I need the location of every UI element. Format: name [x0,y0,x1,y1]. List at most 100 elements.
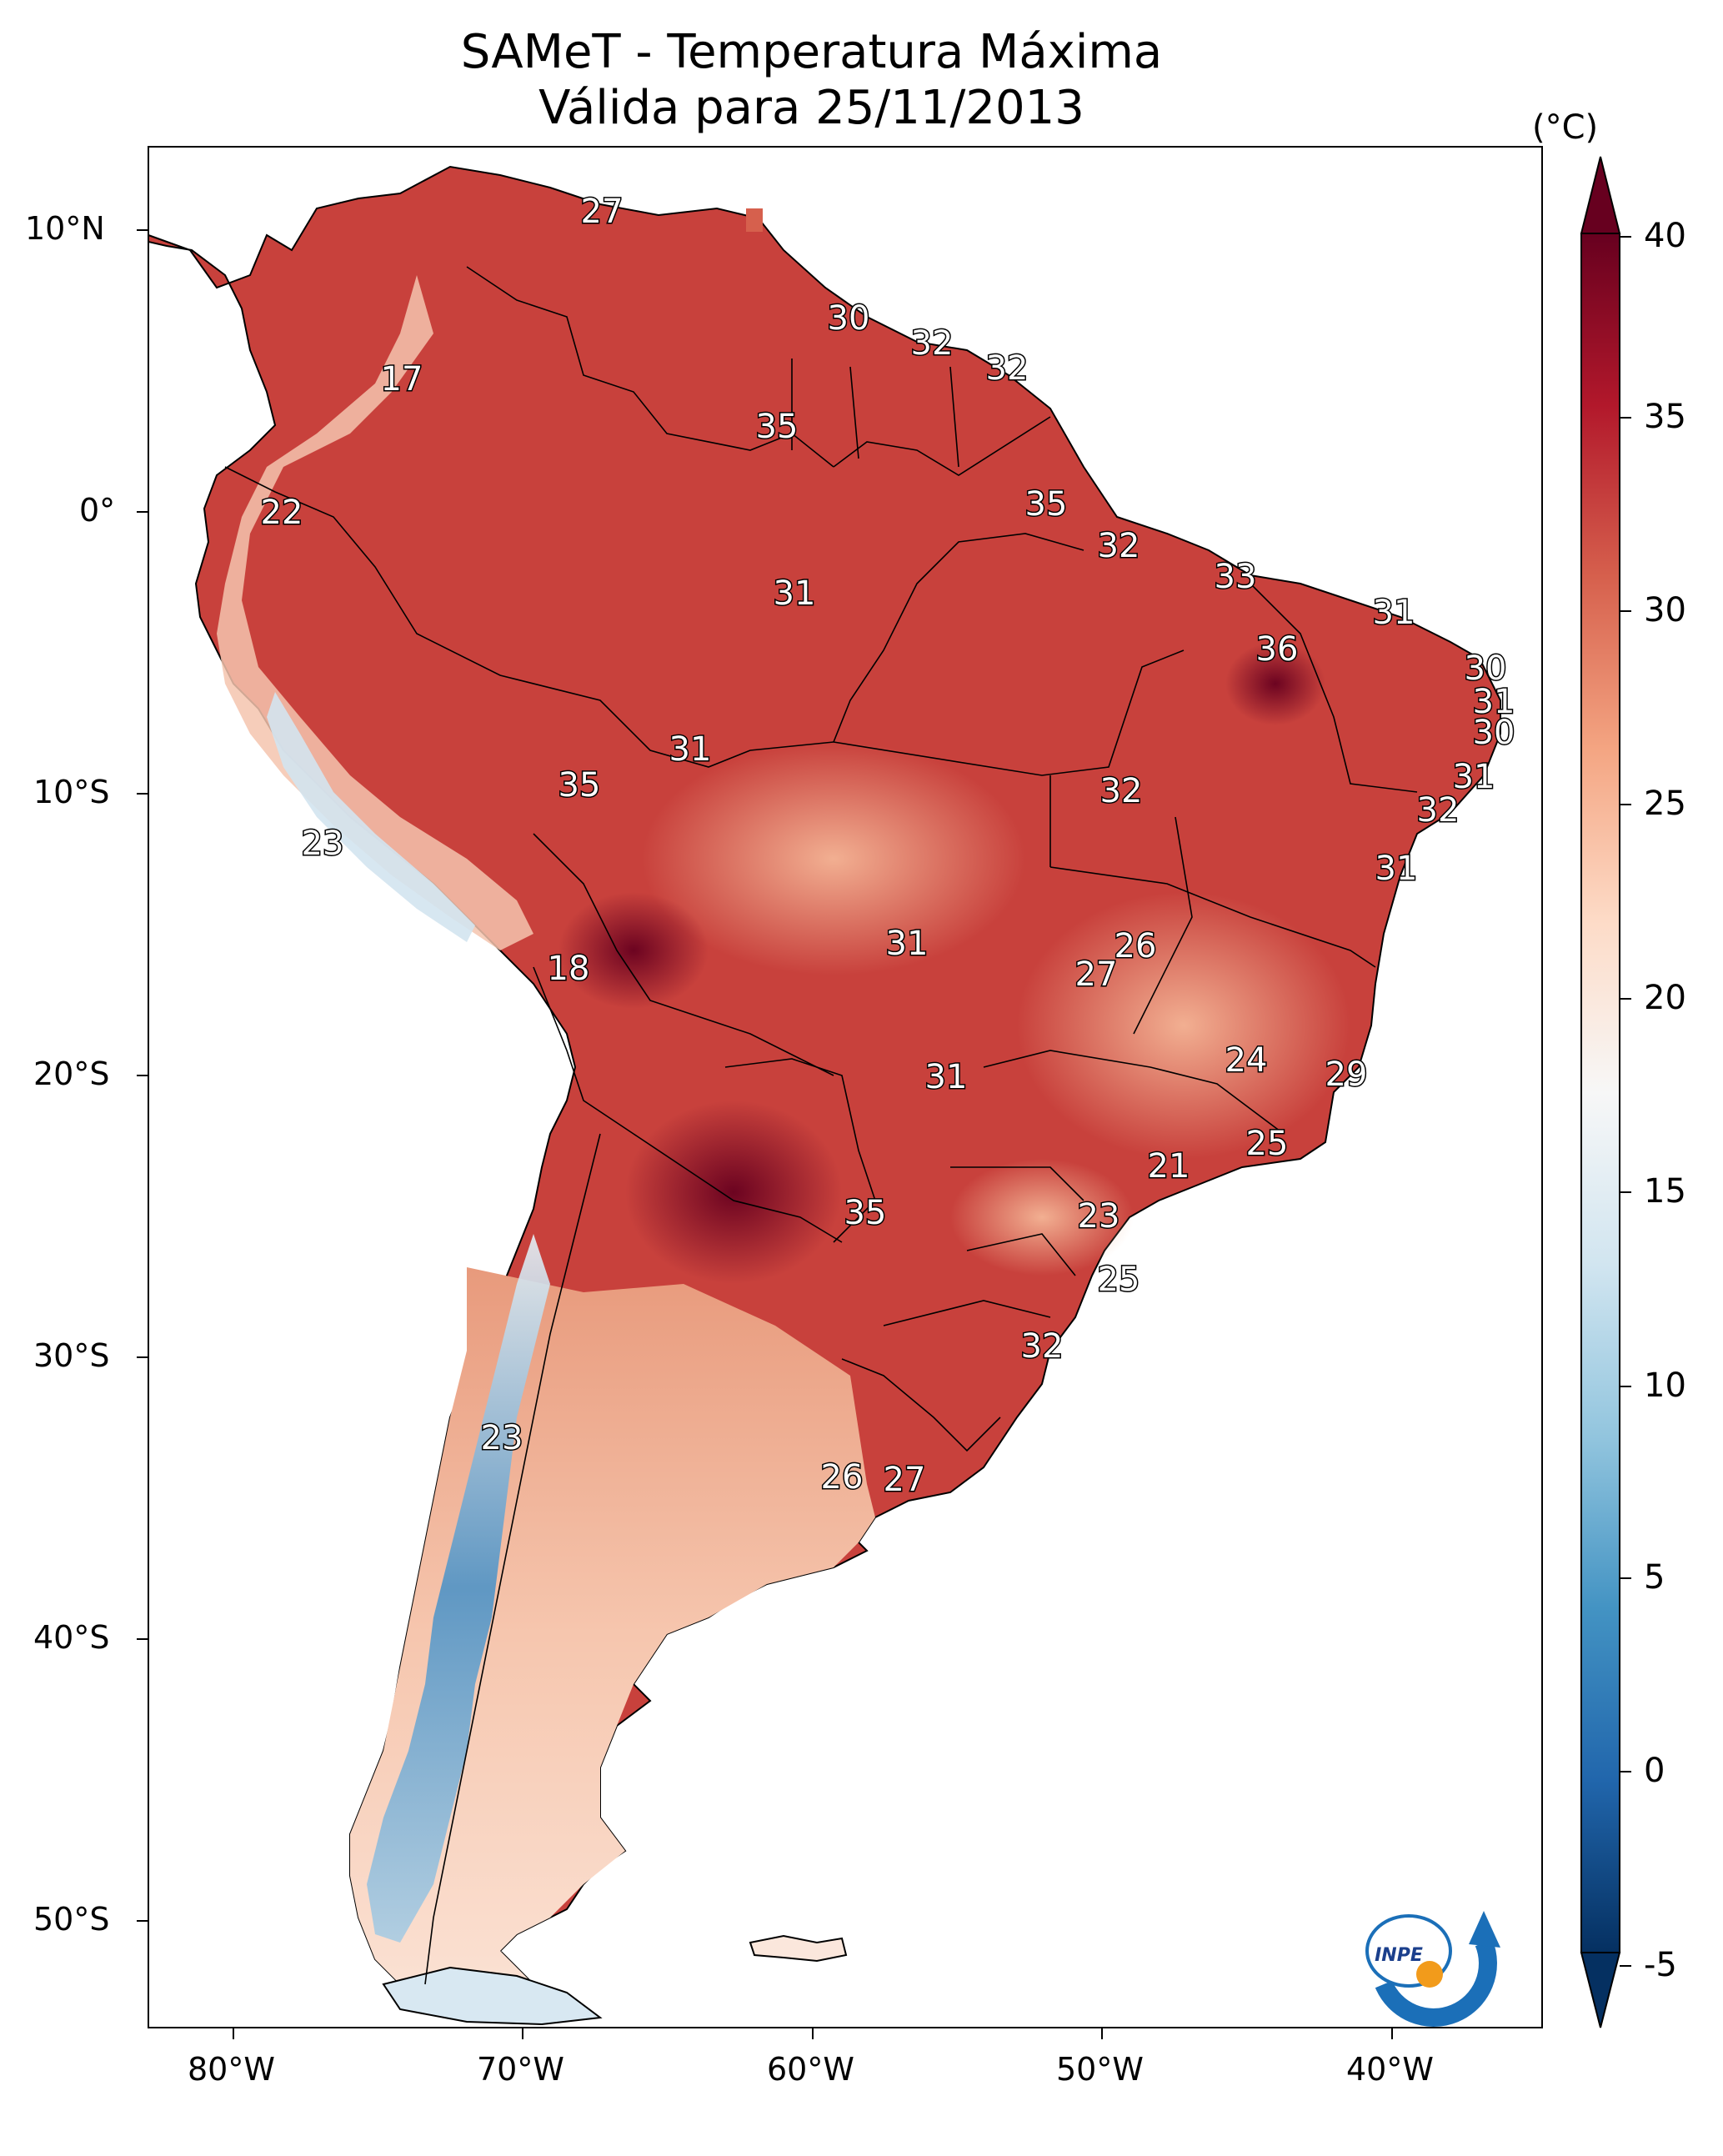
colorbar-tick-label: 30 [1644,591,1686,629]
station-value: 24 [1225,1041,1268,1080]
station-value: 29 [1325,1055,1368,1094]
lon-label: 80°W [188,2051,275,2088]
colorbar-tick-label: 15 [1644,1172,1686,1211]
tierra-del-fuego [382,1966,603,2026]
station-value: 31 [1375,850,1418,888]
central-plateau-area [642,742,1025,975]
station-value: 30 [1473,714,1515,752]
colorbar-scale [1580,233,1620,1953]
northeast-hot-core [1225,642,1325,725]
station-value: 25 [1098,1261,1140,1299]
border-brazil-states-southeast [883,1166,1084,1326]
border-brazil-states-north [833,533,1185,776]
colorbar-min-arrow [1580,1952,1621,2028]
station-value: 35 [558,766,601,805]
station-value: 36 [1256,630,1299,669]
station-value: 31 [1473,683,1515,721]
station-value: 31 [886,925,929,963]
colorbar-max-arrow [1580,156,1621,234]
station-value: 22 [261,494,303,532]
station-value: 18 [548,950,590,988]
logo-swoosh [1375,1938,1497,2027]
logo-text: INPE [1375,1945,1423,1966]
station-value: 23 [481,1419,523,1457]
southeast-plateau-area [1017,892,1350,1159]
colorbar-tick-label: -5 [1644,1946,1677,1984]
station-value: 21 [1148,1147,1190,1186]
station-value: 32 [1417,791,1460,830]
station-value: 27 [1075,955,1118,994]
colorbar-tick-label: 25 [1644,785,1686,823]
station-value: 27 [884,1461,926,1499]
station-value: 33 [1215,558,1257,596]
station-value: 23 [302,825,344,863]
trinidad-island [746,208,763,232]
bolivia-hot-core [558,892,709,1009]
lat-label: 10°S [33,774,110,810]
colorbar-tick-label: 35 [1644,398,1686,436]
country-borders [224,266,1418,1985]
lat-label: 20°S [33,1055,110,1092]
station-value: 35 [756,408,799,446]
parana-plateau-area [950,1159,1134,1276]
station-value: 35 [1025,485,1068,524]
colorbar-tick-label: 10 [1644,1366,1686,1405]
colorbar [1580,156,1631,2028]
border-brazil-states-south [983,775,1376,1135]
station-value: 31 [774,574,816,613]
border-guianas [833,416,1051,476]
lon-label: 60°W [767,2051,854,2088]
logo-sun [1416,1961,1443,1988]
station-value: 26 [1114,927,1157,965]
colorbar-tick-label: 20 [1644,979,1686,1017]
lat-label: 0° [79,492,116,529]
lon-label: 70°W [477,2051,564,2088]
logo-arrow-head [1469,1911,1500,1948]
lat-label: 40°S [33,1619,110,1656]
title-line-1: SAMeT - Temperatura Máxima [460,25,1163,79]
falkland-islands [749,1934,848,1963]
south-america-landmass [148,165,1501,2026]
border-north-andes [224,466,834,768]
station-value: 32 [911,324,954,363]
title-line-2: Válida para 25/11/2013 [538,81,1084,135]
axis-ticks [137,229,1393,2039]
border-chile-argentina [424,1133,601,1985]
border-guiana-divides [791,358,959,468]
chaco-hot-core [625,1101,842,1284]
station-value: 32 [1098,527,1140,565]
station-value: 23 [1078,1197,1120,1236]
station-value: 31 [1453,758,1495,796]
border-brazil-states-east [1133,583,1418,1035]
colorbar-tick-label: 5 [1644,1558,1665,1597]
station-value: 25 [1246,1125,1289,1163]
station-value-labels: 27 30 32 32 17 35 22 35 32 33 31 31 36 3… [259,192,1516,1501]
station-value: 17 [381,360,423,399]
border-venezuela [466,266,834,468]
lat-label: 30°S [33,1337,110,1374]
station-value: 32 [986,349,1029,388]
station-value: 32 [1021,1327,1064,1366]
station-value: 31 [925,1058,968,1096]
border-bolivia-south [533,966,843,1243]
andes-south-cold-strip [367,1234,550,1943]
border-bolivia-north [533,833,834,1076]
border-uruguay [841,1358,1001,1452]
colorbar-tick-label: 0 [1644,1752,1665,1790]
colorbar-unit: (°C) [1532,108,1599,147]
lat-label: 50°S [33,1901,110,1938]
station-value: 35 [844,1194,887,1232]
lon-label: 40°W [1346,2051,1434,2088]
colorbar-tick-label: 40 [1644,217,1686,255]
lat-label: 10°N [25,210,105,247]
station-value: 27 [581,193,624,231]
station-value: 31 [1373,594,1415,632]
andes-peru-cold-zone [267,692,475,942]
station-value: 32 [1100,772,1143,810]
station-value: 31 [669,730,712,769]
station-value: 30 [1465,649,1507,688]
station-value: 30 [828,299,870,338]
station-value: 26 [821,1458,864,1497]
lon-label: 50°W [1056,2051,1144,2088]
